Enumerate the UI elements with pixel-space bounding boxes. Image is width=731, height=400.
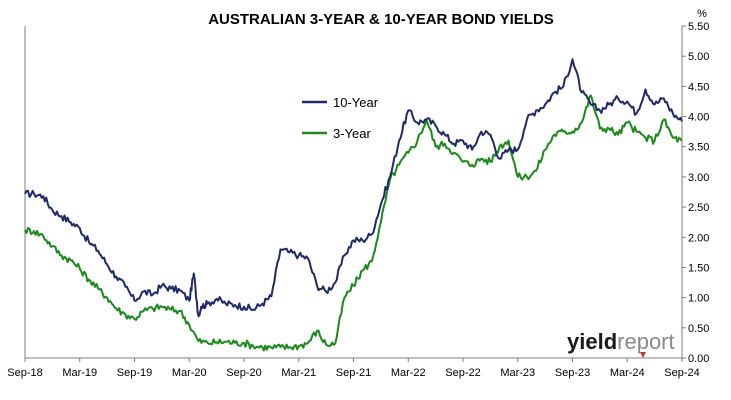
y-tick-label: 0.50 — [688, 323, 709, 335]
x-tick-label: Sep-24 — [664, 367, 699, 379]
series-group — [24, 58, 683, 352]
y-tick-label: 4.00 — [688, 112, 709, 124]
x-tick-label: Sep-19 — [117, 367, 152, 379]
x-tick-label: Mar-24 — [610, 367, 645, 379]
y-tick-label: 2.50 — [688, 202, 709, 214]
y-tick-label: 3.50 — [688, 142, 709, 154]
legend-label: 10-Year — [333, 95, 379, 110]
x-tick-label: Mar-21 — [281, 367, 316, 379]
legend-label: 3-Year — [333, 126, 371, 141]
y-tick-label: 5.50 — [688, 21, 709, 33]
logo-accent-mark-icon — [640, 352, 646, 358]
series-line-3-year — [24, 94, 683, 352]
y-tick-label: 0.00 — [688, 353, 709, 365]
y-tick-label: 2.00 — [688, 232, 709, 244]
y-axis-unit-label: % — [697, 8, 707, 20]
x-tick-label: Mar-23 — [500, 367, 535, 379]
x-tick-label: Sep-18 — [7, 367, 42, 379]
logo-text-part1: yield — [567, 329, 617, 354]
x-tick-label: Sep-20 — [226, 367, 261, 379]
x-tick-label: Sep-21 — [336, 367, 371, 379]
y-tick-label: 4.50 — [688, 81, 709, 93]
legend: 10-Year 3-Year — [302, 95, 379, 141]
y-tick-label: 1.00 — [688, 293, 709, 305]
logo-text: yieldreport — [567, 329, 675, 354]
yieldreport-logo: yieldreport — [567, 329, 675, 358]
x-tick-label: Mar-20 — [172, 367, 207, 379]
y-tick-label: 5.00 — [688, 51, 709, 63]
chart-title: AUSTRALIAN 3-YEAR & 10-YEAR BOND YIELDS — [208, 11, 554, 28]
logo-text-part2: report — [617, 329, 674, 354]
x-tick-label: Sep-23 — [555, 367, 590, 379]
x-tick-label: Mar-19 — [62, 367, 97, 379]
axes-group: 0.00 0.50 1.00 1.50 2.00 2.50 3.00 3.50 4.00 4.50… — [7, 21, 709, 379]
x-tick-label: Sep-22 — [445, 367, 480, 379]
x-tick-label: Mar-22 — [391, 367, 426, 379]
y-tick-label: 3.00 — [688, 172, 709, 184]
series-line-10-year — [24, 58, 683, 318]
y-tick-label: 1.50 — [688, 262, 709, 274]
